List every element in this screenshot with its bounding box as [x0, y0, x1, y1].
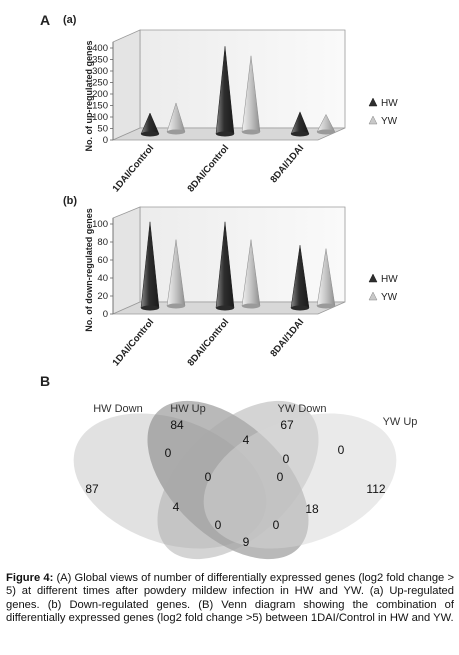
- venn-count: 0: [165, 446, 172, 460]
- chart-side-wall: [113, 207, 140, 314]
- y-tick-label: 0: [103, 309, 108, 320]
- caption-lead: Figure 4:: [6, 572, 53, 584]
- venn-diagram: HW Down HW Up YW Down YW Up 87 84 67 112 0 4 0 0 0 0 4…: [0, 385, 459, 585]
- legend-swatch-hw: [369, 274, 377, 282]
- venn-count: 0: [273, 518, 280, 532]
- venn-count: 84: [170, 418, 184, 432]
- y-tick-label: 50: [97, 124, 108, 135]
- bar-base: [167, 130, 185, 135]
- y-tick-label: 20: [97, 291, 108, 302]
- bar-base: [291, 132, 309, 137]
- caption-text: (A) Global views of number of differenti…: [6, 572, 454, 624]
- y-tick-label: 400: [92, 43, 108, 54]
- venn-count: 87: [85, 482, 99, 496]
- y-tick-label: 200: [92, 89, 108, 100]
- x-tick-label: 1DAI/Control: [111, 143, 157, 195]
- bar-base: [242, 304, 260, 309]
- venn-count: 9: [243, 535, 250, 549]
- venn-ellipses: [55, 385, 415, 585]
- figure-caption: Figure 4: (A) Global views of number of …: [6, 572, 454, 626]
- legend-swatch-hw: [369, 98, 377, 106]
- bar-base: [141, 132, 159, 137]
- bar-base: [167, 304, 185, 309]
- y-tick-label: 0: [103, 135, 108, 146]
- bar-base: [317, 304, 335, 309]
- bar-base: [141, 306, 159, 311]
- venn-set-label: YW Down: [278, 403, 327, 415]
- chart-side-wall: [113, 30, 140, 140]
- bar-base: [216, 132, 234, 137]
- x-tick-label: 8DAI/1DAI: [268, 317, 306, 359]
- venn-count: 4: [173, 500, 180, 514]
- x-tick-label: 1DAI/Control: [111, 317, 157, 369]
- venn-count: 67: [280, 418, 294, 432]
- bar-base: [216, 306, 234, 311]
- chart-back-wall: [140, 30, 345, 128]
- venn-count: 0: [277, 470, 284, 484]
- bar-base: [291, 306, 309, 311]
- x-tick-label: 8DAI/Control: [186, 317, 232, 369]
- y-tick-label: 150: [92, 101, 108, 112]
- legend-label-hw: HW: [381, 98, 398, 109]
- bar-base: [317, 130, 335, 135]
- y-tick-label: 300: [92, 66, 108, 77]
- legend-swatch-yw: [369, 116, 377, 124]
- x-tick-label: 8DAI/1DAI: [268, 143, 306, 185]
- legend-swatch-yw: [369, 292, 377, 300]
- venn-count: 18: [305, 502, 319, 516]
- y-tick-label: 350: [92, 55, 108, 66]
- bar-base: [242, 130, 260, 135]
- legend-label-hw: HW: [381, 274, 398, 285]
- y-tick-label: 100: [92, 219, 108, 230]
- y-tick-label: 100: [92, 112, 108, 123]
- venn-set-label: HW Up: [170, 403, 205, 415]
- venn-count: 112: [366, 482, 385, 496]
- y-tick-label: 250: [92, 78, 108, 89]
- y-tick-label: 60: [97, 255, 108, 266]
- venn-set-label: HW Down: [93, 403, 143, 415]
- y-axis-label: No. of up-regulated genes: [84, 40, 94, 151]
- legend-label-yw: YW: [381, 116, 398, 127]
- venn-count: 4: [243, 433, 250, 447]
- y-tick-label: 40: [97, 273, 108, 284]
- x-tick-label: 8DAI/Control: [186, 143, 232, 195]
- y-axis-label: No. of down-regulated genes: [84, 208, 94, 332]
- venn-count: 0: [205, 470, 212, 484]
- venn-set-label: YW Up: [383, 416, 418, 428]
- venn-count: 0: [283, 452, 290, 466]
- venn-count: 0: [215, 518, 222, 532]
- legend-label-yw: YW: [381, 292, 398, 303]
- venn-count: 0: [338, 443, 345, 457]
- y-tick-label: 80: [97, 237, 108, 248]
